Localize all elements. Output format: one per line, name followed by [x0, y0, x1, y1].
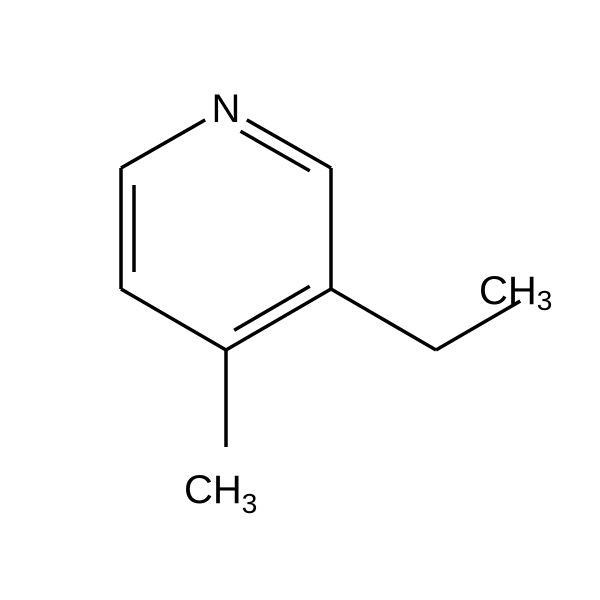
atom-label: CH3: [479, 269, 552, 317]
atom-label: CH3: [184, 468, 257, 519]
chemical-structure-diagram: N CH3 CH3: [0, 0, 600, 600]
atom-label: N: [212, 87, 241, 131]
